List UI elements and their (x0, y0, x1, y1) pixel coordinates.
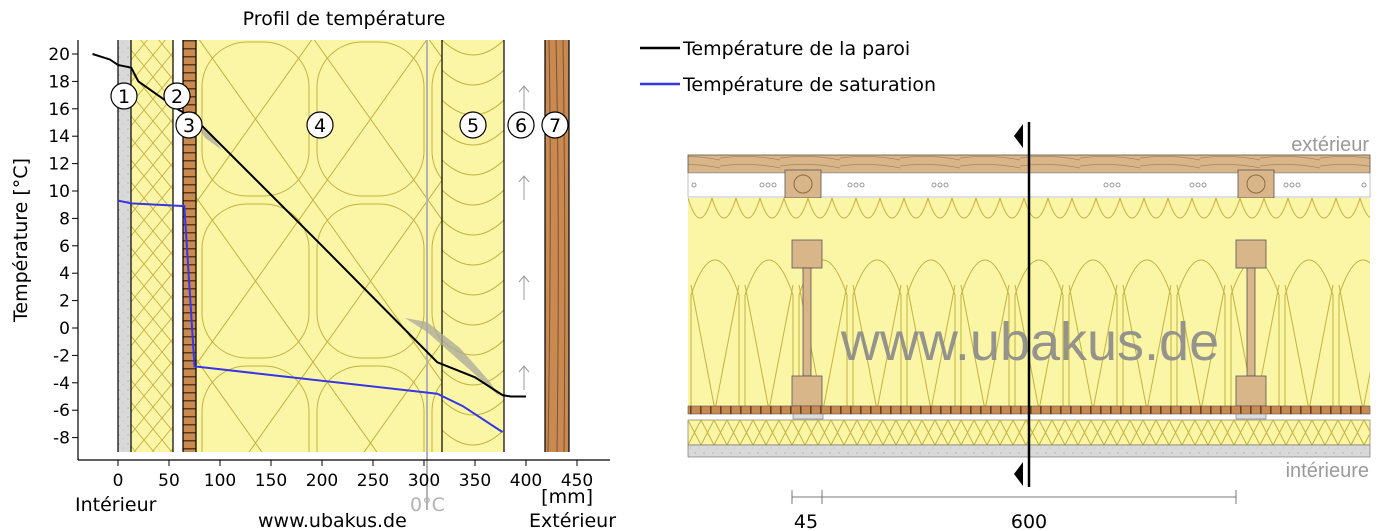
legend-label-saturation: Température de saturation (682, 74, 936, 96)
dimension-600: 600 (1011, 511, 1047, 531)
layer-1-plaster (118, 40, 131, 452)
deviation-area (196, 122, 500, 397)
layer-label-2: 2 (171, 86, 183, 108)
batten-right (1237, 169, 1275, 199)
y-tick-label: 18 (48, 72, 70, 92)
chart-title: Profil de température (243, 8, 446, 30)
saturation-temperature-line (117, 199, 504, 433)
wall-layers (117, 39, 570, 453)
dimension-45: 45 (794, 511, 818, 531)
y-tick-label: -6 (53, 401, 70, 421)
layer-label-3: 3 (183, 115, 195, 137)
layer-markers (110, 82, 569, 139)
legend: Température de la paroi Température de s… (640, 38, 936, 96)
y-tick-label: 2 (59, 292, 70, 312)
cut-marker-bottom (1014, 462, 1023, 486)
legend-label-wall: Température de la paroi (682, 38, 910, 60)
y-tick-label: 20 (48, 45, 70, 65)
temperature-profile-chart: Profil de température (10, 8, 616, 531)
dimension-lines (791, 490, 1237, 504)
x-tick-label: 450 (561, 471, 593, 491)
airflow-arrows (518, 85, 530, 390)
x-tick-label: 300 (408, 471, 440, 491)
layer-label-4: 4 (314, 115, 326, 137)
y-axis-label: Température [°C] (10, 158, 32, 323)
axes (77, 40, 610, 461)
x-tick-label: 350 (459, 471, 491, 491)
layer-label-6: 6 (515, 115, 527, 137)
batten-left (784, 169, 822, 199)
y-tick-label: -8 (53, 429, 70, 449)
y-tick-label: 12 (48, 155, 70, 175)
y-tick-label: 0 (59, 319, 70, 339)
x-tick-label: 400 (510, 471, 542, 491)
x-axis-label: [mm] (541, 486, 593, 508)
i-joist-left (791, 239, 823, 407)
x-tick-label: 200 (306, 471, 338, 491)
y-tick-label: 8 (59, 209, 70, 229)
section-inside-label: intérieure (1286, 460, 1369, 482)
exterior-label: Extérieur (529, 510, 616, 531)
x-tick-label: 150 (255, 471, 287, 491)
y-tick-label: 14 (48, 127, 70, 147)
air-gap-dots (691, 182, 1367, 188)
section-watermark: www.ubakus.de (840, 312, 1219, 372)
layer-label-1: 1 (118, 86, 130, 108)
x-tick-label: 0 (113, 471, 124, 491)
y-tick-label: 6 (59, 237, 70, 257)
y-tick-label: -2 (53, 346, 70, 366)
zero-degree-label: 0°C (410, 494, 445, 516)
x-tick-label: 50 (158, 471, 180, 491)
x-tick-label: 100 (204, 471, 236, 491)
x-axis-ticks: 0 50 100 150 200 250 300 350 400 450 (113, 460, 593, 491)
layer-label-5: 5 (467, 115, 479, 137)
y-tick-label: 4 (59, 264, 70, 284)
i-joist-right (1235, 239, 1267, 407)
interior-label: Intérieur (75, 494, 157, 516)
section-outside-label: extérieur (1291, 134, 1369, 156)
layer-label-7: 7 (549, 115, 561, 137)
cut-marker-top (1014, 124, 1023, 148)
y-tick-label: -4 (53, 374, 70, 394)
wall-section-drawing: extérieur intérieure www.ubakus.de 45 60… (687, 122, 1371, 531)
y-tick-label: 10 (48, 182, 70, 202)
x-tick-label: 250 (357, 471, 389, 491)
chart-watermark: www.ubakus.de (258, 510, 407, 531)
layer-marker-labels: 1 2 3 4 5 6 7 (118, 86, 561, 137)
y-tick-label: 16 (48, 100, 70, 120)
